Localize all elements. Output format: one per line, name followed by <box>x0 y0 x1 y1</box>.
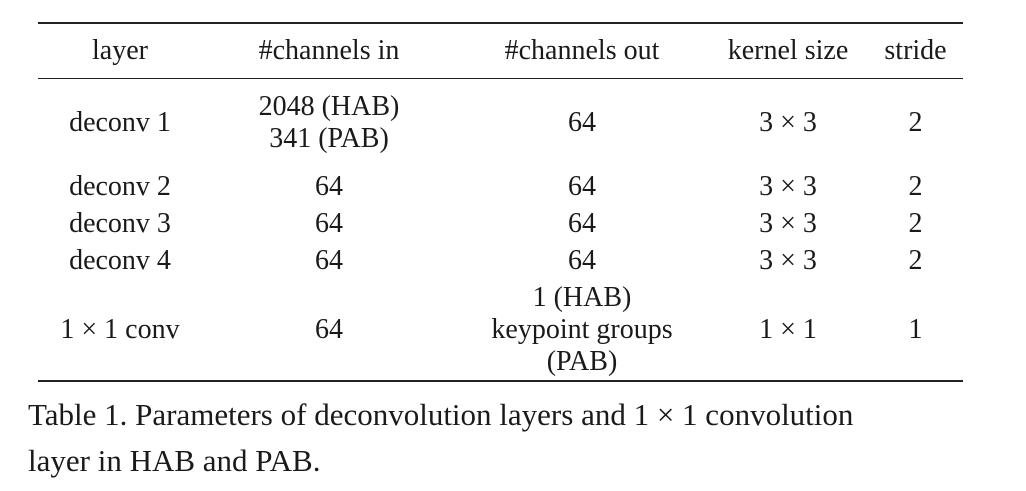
cell-text: 64 <box>568 170 596 202</box>
header-stride: stride <box>868 22 963 79</box>
cell-text: 3 × 3 <box>759 107 817 139</box>
cell-layer: 1 × 1 conv <box>38 279 202 382</box>
cell-channels-out: 64 <box>456 168 708 205</box>
parameter-table: layer #channels in #channels out kernel … <box>38 22 963 382</box>
cell-layer: deconv 4 <box>38 242 202 279</box>
cell-text: 64 <box>315 170 343 202</box>
cell-channels-in: 64 <box>202 205 456 242</box>
cell-text: 3 × 3 <box>759 207 817 239</box>
cell-text: 1 × 1 <box>759 313 817 345</box>
cell-channels-out: 64 <box>456 78 708 168</box>
cell-text: 2 <box>908 107 923 139</box>
table-row: deconv 2 64 64 3 × 3 2 <box>38 168 963 205</box>
table-body: deconv 1 2048 (HAB) 341 (PAB) 64 3 × 3 2 decon… <box>38 78 963 382</box>
cell-text: 1 <box>908 313 923 345</box>
cell-kernel-size: 3 × 3 <box>708 242 868 279</box>
cell-text: 64 <box>315 313 343 345</box>
cell-text: 3 × 3 <box>759 244 817 276</box>
cell-text: deconv 2 <box>69 170 171 202</box>
header-channels-out: #channels out <box>456 22 708 79</box>
cell-stride: 2 <box>868 205 963 242</box>
cell-channels-in: 64 <box>202 279 456 382</box>
cell-text: 341 (PAB) <box>269 123 389 155</box>
cell-text: 2 <box>908 170 923 202</box>
cell-text: 2048 (HAB) <box>258 91 400 123</box>
cell-text: 64 <box>568 244 596 276</box>
table-header-row: layer #channels in #channels out kernel … <box>38 22 963 79</box>
cell-kernel-size: 3 × 3 <box>708 205 868 242</box>
cell-text: 1 (HAB) <box>532 281 632 313</box>
table-row: 1 × 1 conv 64 1 (HAB) keypoint groups (PAB)… <box>38 279 963 382</box>
cell-text: 2 <box>908 207 923 239</box>
table-row: deconv 4 64 64 3 × 3 2 <box>38 242 963 279</box>
cell-channels-in: 64 <box>202 168 456 205</box>
cell-channels-out: 64 <box>456 205 708 242</box>
cell-text: deconv 1 <box>69 107 171 139</box>
cell-layer: deconv 2 <box>38 168 202 205</box>
cell-stride: 2 <box>868 168 963 205</box>
cell-stride: 1 <box>868 279 963 382</box>
cell-text: deconv 4 <box>69 244 171 276</box>
cell-text: deconv 3 <box>69 207 171 239</box>
header-channels-in: #channels in <box>202 22 456 79</box>
caption-line-1: Table 1. Parameters of deconvolution lay… <box>28 397 854 432</box>
cell-text: keypoint groups (PAB) <box>491 313 673 377</box>
cell-kernel-size: 1 × 1 <box>708 279 868 382</box>
cell-channels-out: 64 <box>456 242 708 279</box>
cell-text: 64 <box>315 244 343 276</box>
cell-channels-out: 1 (HAB) keypoint groups (PAB) <box>456 279 708 382</box>
cell-stride: 2 <box>868 78 963 168</box>
table-row: deconv 1 2048 (HAB) 341 (PAB) 64 3 × 3 2 <box>38 78 963 168</box>
table-row: deconv 3 64 64 3 × 3 2 <box>38 205 963 242</box>
cell-channels-in: 64 <box>202 242 456 279</box>
header-kernel-size: kernel size <box>708 22 868 79</box>
caption-line-2: layer in HAB and PAB. <box>28 443 321 478</box>
cell-text: 1 × 1 conv <box>60 313 180 345</box>
cell-text: 64 <box>568 207 596 239</box>
cell-text: 64 <box>568 107 596 139</box>
cell-text: 2 <box>908 244 923 276</box>
cell-kernel-size: 3 × 3 <box>708 78 868 168</box>
cell-layer: deconv 3 <box>38 205 202 242</box>
cell-stride: 2 <box>868 242 963 279</box>
header-layer: layer <box>38 22 202 79</box>
cell-text: 3 × 3 <box>759 170 817 202</box>
cell-layer: deconv 1 <box>38 78 202 168</box>
cell-kernel-size: 3 × 3 <box>708 168 868 205</box>
cell-text: 64 <box>315 207 343 239</box>
table-caption: Table 1. Parameters of deconvolution lay… <box>28 392 988 484</box>
cell-channels-in: 2048 (HAB) 341 (PAB) <box>202 78 456 168</box>
